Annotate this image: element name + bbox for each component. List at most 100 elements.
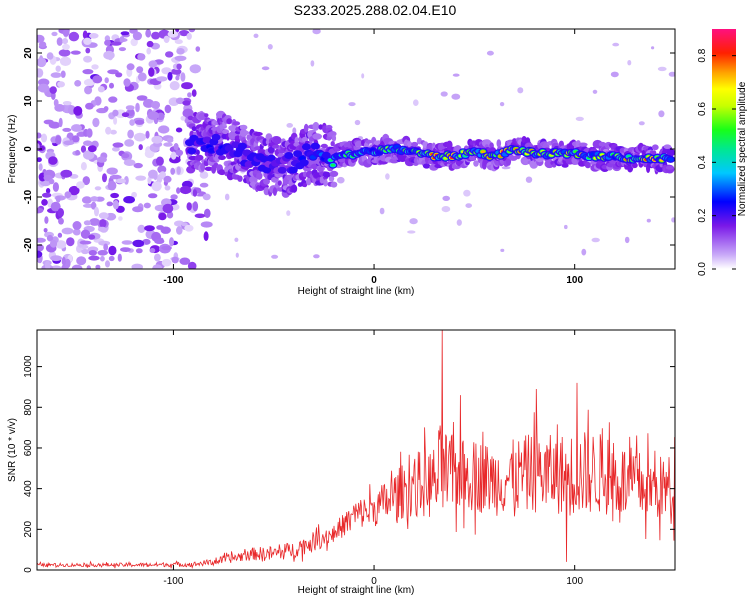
ridge-halo [328,175,335,182]
noise-blob [88,255,100,261]
noise-blob [525,176,533,183]
snr-x-label: Height of straight line (km) [298,585,415,596]
y-tick-label: -20 [23,237,34,252]
noise-blob [136,95,148,101]
noise-blob [135,175,147,181]
noise-blob [37,244,44,252]
noise-blob [261,66,270,71]
noise-blob [105,126,112,135]
noise-blob [499,102,505,107]
noise-blob [104,77,109,84]
noise-blob [159,171,166,179]
ridge-core [301,143,311,151]
ridge-halo [195,149,200,155]
noise-blob [61,256,66,266]
noise-blob [80,162,87,171]
noise-blob [312,29,321,35]
noise-blob [151,181,162,192]
y-tick-label: 10 [23,95,34,107]
noise-blob [62,43,70,51]
ridge-core [187,147,197,155]
noise-blob [409,218,418,225]
noise-blob [86,128,93,138]
noise-blob [132,31,142,41]
noise-blob [117,253,122,262]
ridge-halo [263,187,270,196]
noise-blob [60,169,73,178]
noise-blob [120,31,130,36]
noise-blob [161,258,172,267]
noise-blob [42,192,52,198]
noise-blob [73,106,83,116]
noise-blob [85,102,94,110]
noise-blob [83,37,92,45]
noise-blob [176,187,181,194]
noise-blob [575,116,584,121]
noise-blob [123,159,136,167]
noise-blob [55,135,62,145]
x-tick-label: 100 [566,576,583,587]
noise-blob [137,224,146,233]
noise-blob [148,60,158,68]
noise-blob [99,219,107,228]
noise-blob [88,234,96,240]
noise-blob [131,191,138,198]
noise-blob [204,208,211,218]
noise-blob [104,39,111,46]
noise-blob [58,217,64,225]
ridge-core [224,144,234,152]
noise-blob [657,66,667,72]
noise-blob [133,162,143,169]
noise-blob [137,72,147,82]
noise-blob [134,119,145,125]
noise-blob [100,255,105,262]
ridge-halo [303,123,309,133]
noise-blob [131,263,143,269]
ridge-halo [200,162,206,172]
noise-blob [138,144,143,151]
ridge-halo [575,140,581,149]
noise-blob [286,123,294,128]
x-tick-label: 0 [371,275,377,286]
noise-blob [37,237,46,243]
noise-blob [37,157,42,163]
noise-blob [165,51,174,58]
noise-blob [170,167,176,175]
noise-blob [37,57,47,68]
noise-blob [64,258,71,269]
noise-blob [112,146,120,152]
noise-blob [147,176,152,185]
noise-blob [148,193,158,199]
noise-blob [148,169,158,179]
noise-blob [146,40,154,48]
snr-plot-area [37,330,675,570]
ridge-core [262,166,272,174]
noise-blob [59,56,72,66]
noise-blob [107,69,119,75]
noise-blob [48,178,55,185]
noise-blob [118,216,123,221]
noise-blob [651,46,655,50]
noise-blob [385,173,390,180]
ridge-halo [578,142,588,147]
noise-blob [106,201,114,207]
noise-blob [94,206,99,217]
ridge-halo [302,182,308,188]
colorbar-tick-label: 0.8 [697,48,708,62]
noise-blob [451,93,461,100]
noise-blob [191,89,197,97]
noise-blob [134,132,146,142]
noise-blob [63,140,75,146]
noise-blob [97,86,105,93]
noise-blob [169,81,180,91]
noise-blob [89,33,99,39]
noise-blob [199,182,209,188]
ridge-halo [666,149,675,157]
noise-blob [106,167,118,175]
x-tick-label: 0 [371,576,377,587]
noise-blob [103,50,115,60]
noise-blob [379,207,385,215]
